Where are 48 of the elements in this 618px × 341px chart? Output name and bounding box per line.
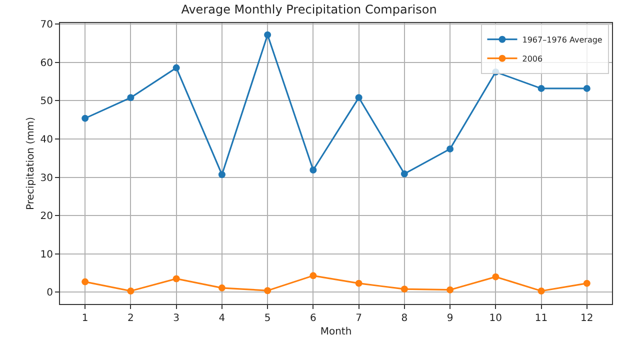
point — [538, 287, 545, 294]
point — [127, 287, 134, 294]
point — [127, 94, 134, 102]
point — [583, 84, 590, 92]
x-tick-label: 6 — [310, 313, 316, 324]
point — [446, 145, 454, 152]
point — [355, 94, 362, 102]
point — [583, 280, 590, 287]
y-tick-label: 10 — [40, 249, 53, 260]
point — [82, 114, 89, 122]
x-tick-label: 7 — [356, 313, 362, 324]
point — [172, 64, 180, 72]
y-tick-label: 50 — [40, 96, 53, 108]
y-tick-label: 60 — [40, 58, 53, 69]
x-axis-title: Month — [320, 326, 352, 338]
point — [172, 275, 180, 282]
x-tick-label: 9 — [446, 313, 454, 324]
x-tick-label: 12 — [580, 313, 594, 324]
y-tick-label: 30 — [40, 172, 53, 184]
y-tick-label: 40 — [40, 134, 53, 146]
y-tick-label: 20 — [40, 211, 53, 222]
point — [218, 171, 226, 178]
x-tick-label: 5 — [264, 313, 271, 324]
y-tick-label: 0 — [46, 288, 53, 299]
x-tick-label: 11 — [534, 313, 548, 324]
y-tick-label: 70 — [40, 20, 53, 31]
point — [264, 287, 272, 294]
point — [355, 280, 362, 287]
point — [310, 166, 317, 174]
legend-label: 1967–1976 Average — [522, 35, 602, 44]
point — [218, 284, 226, 292]
x-tick-label: 2 — [128, 313, 134, 324]
x-tick-label: 1 — [82, 313, 88, 324]
x-tick-label: 4 — [218, 313, 226, 324]
y-axis-title: Precipitation (mm) — [25, 116, 36, 210]
x-tick-label: 8 — [401, 313, 408, 324]
point — [310, 272, 317, 280]
point — [82, 278, 89, 286]
point — [538, 84, 545, 92]
point — [400, 286, 408, 293]
legend-label: 2006 — [522, 54, 543, 64]
point — [400, 170, 408, 178]
point — [492, 273, 500, 280]
point — [264, 31, 272, 38]
chart-title: Average Monthly Precipitation Comparison — [181, 2, 437, 17]
x-tick-label: 3 — [173, 313, 180, 324]
x-tick-label: 10 — [489, 313, 502, 324]
point — [446, 286, 454, 294]
